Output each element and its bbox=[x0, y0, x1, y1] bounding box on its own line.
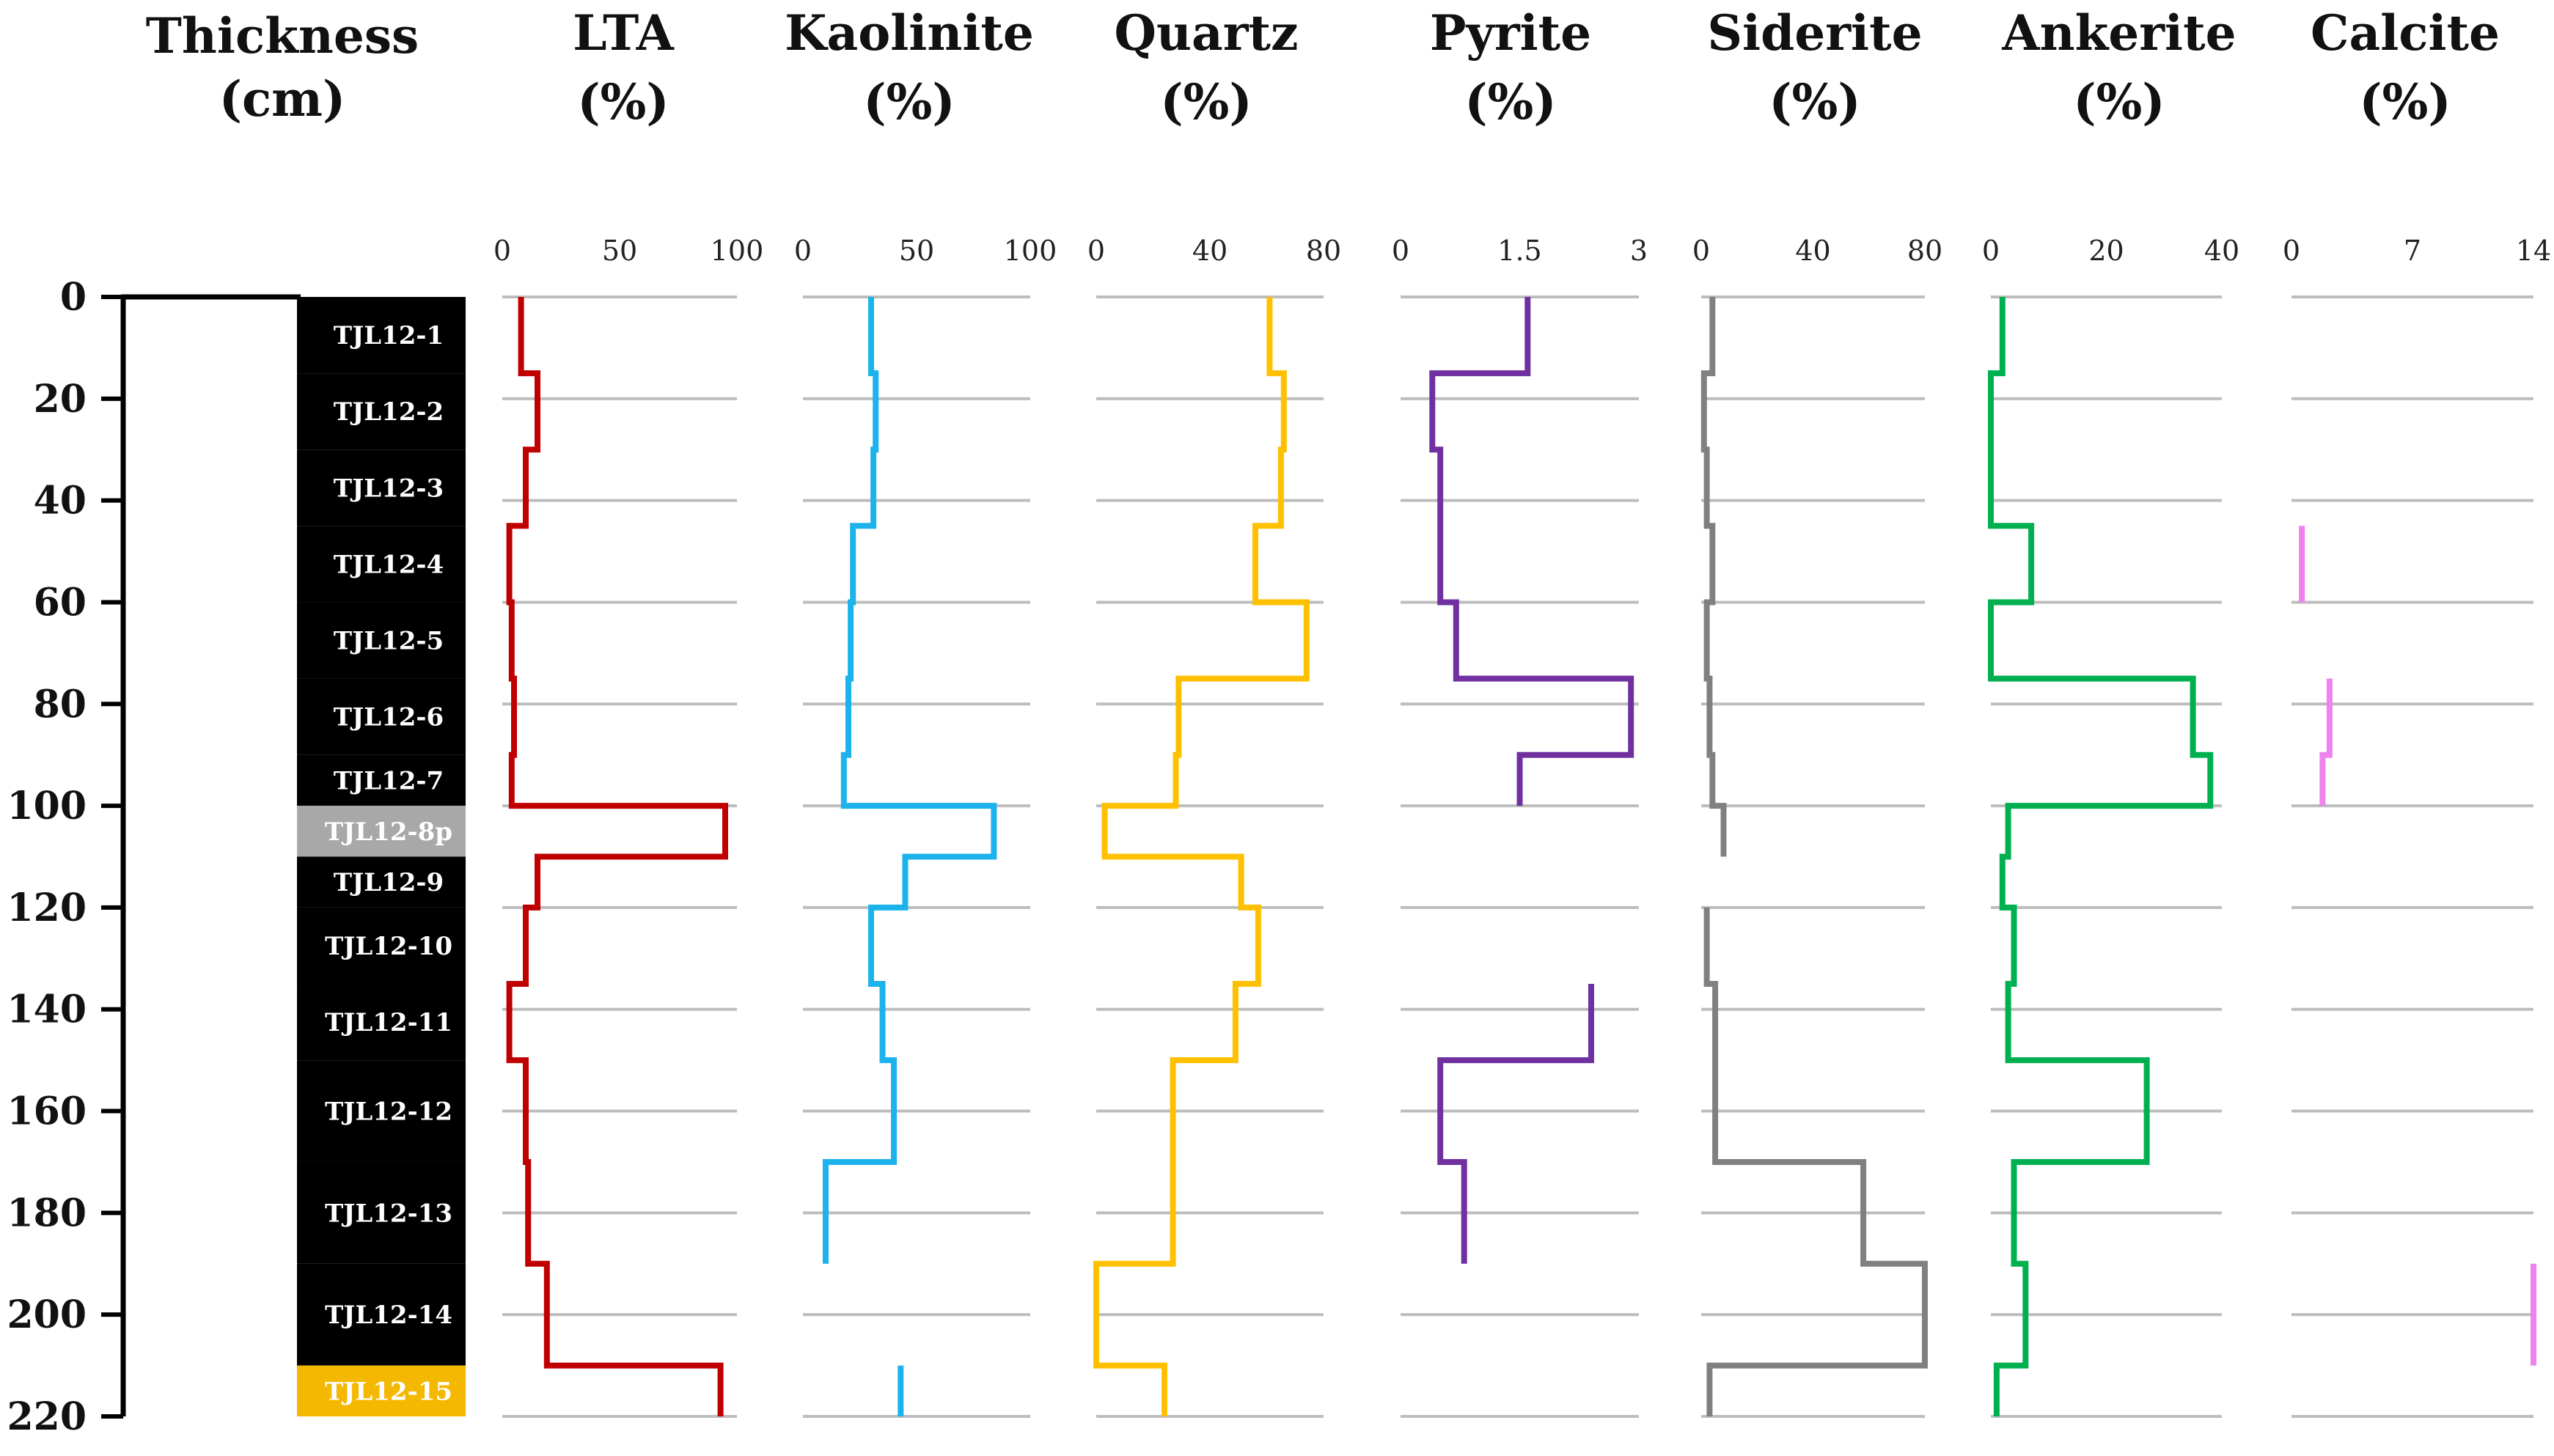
sample-block bbox=[297, 1365, 466, 1416]
siderite-profile-line bbox=[1703, 907, 1928, 1416]
quartz-tick-label: 40 bbox=[1192, 235, 1228, 267]
pyrite-profile-line bbox=[1437, 984, 1594, 1264]
sample-block bbox=[297, 1161, 466, 1264]
sample-label: TJL12-14 bbox=[325, 1301, 452, 1330]
sample-label: TJL12-5 bbox=[334, 627, 444, 656]
kaolinite-unit: (%) bbox=[863, 73, 955, 130]
pyrite-profile-line bbox=[1429, 297, 1634, 806]
pyrite-tick-label: 0 bbox=[1392, 235, 1409, 267]
calcite-tick-label: 14 bbox=[2516, 235, 2551, 267]
depth-axis-title-line2: (cm) bbox=[219, 70, 345, 128]
lta-tick-label: 100 bbox=[711, 235, 764, 267]
calcite-tick-label: 0 bbox=[2283, 235, 2300, 267]
calcite-title: Calcite bbox=[2311, 4, 2500, 62]
depth-tick-label: 220 bbox=[7, 1394, 87, 1439]
depth-axis-title-line1: Thickness bbox=[146, 7, 419, 65]
quartz-title: Quartz bbox=[1115, 4, 1299, 62]
kaolinite-tick-label: 100 bbox=[1004, 235, 1057, 267]
sample-block bbox=[297, 526, 466, 603]
ankerite-tick-label: 40 bbox=[2204, 235, 2239, 267]
kaolinite-tick-label: 50 bbox=[899, 235, 934, 267]
depth-tick-label: 40 bbox=[34, 479, 87, 523]
calcite-profile-line bbox=[2319, 678, 2333, 806]
sample-label: TJL12-1 bbox=[334, 321, 444, 350]
quartz-unit: (%) bbox=[1160, 73, 1252, 130]
sample-block bbox=[297, 1263, 466, 1366]
sample-label: TJL12-13 bbox=[325, 1199, 452, 1228]
lta-profile-line bbox=[506, 297, 728, 1416]
siderite-tick-label: 40 bbox=[1795, 235, 1830, 267]
sample-label: TJL12-6 bbox=[334, 703, 444, 732]
ankerite-profile-line bbox=[1988, 297, 2214, 1416]
sample-block bbox=[297, 449, 466, 526]
lta-tick-label: 50 bbox=[602, 235, 637, 267]
depth-tick-label: 200 bbox=[7, 1293, 87, 1337]
sample-block bbox=[297, 806, 466, 857]
pyrite-tick-label: 1.5 bbox=[1497, 235, 1541, 267]
depth-tick-label: 180 bbox=[7, 1191, 87, 1235]
depth-tick-label: 140 bbox=[7, 988, 87, 1032]
depth-tick-label: 160 bbox=[7, 1089, 87, 1134]
sample-label: TJL12-2 bbox=[334, 397, 444, 427]
lta-unit: (%) bbox=[577, 73, 669, 130]
quartz-tick-label: 80 bbox=[1306, 235, 1341, 267]
sample-label: TJL12-9 bbox=[334, 868, 444, 897]
sample-block bbox=[297, 754, 466, 806]
siderite-unit: (%) bbox=[1769, 73, 1860, 130]
siderite-profile-line bbox=[1700, 297, 1727, 857]
depth-tick-label: 0 bbox=[60, 275, 87, 320]
sample-block bbox=[297, 984, 466, 1061]
sample-label: TJL12-11 bbox=[325, 1008, 452, 1037]
sample-label: TJL12-8p bbox=[325, 817, 452, 847]
sample-label: TJL12-10 bbox=[325, 932, 452, 961]
sample-label: TJL12-12 bbox=[325, 1097, 452, 1127]
ankerite-tick-label: 20 bbox=[2088, 235, 2124, 267]
calcite-tick-label: 7 bbox=[2404, 235, 2421, 267]
quartz-tick-label: 0 bbox=[1087, 235, 1105, 267]
depth-tick-label: 120 bbox=[7, 886, 87, 930]
kaolinite-title: Kaolinite bbox=[785, 4, 1034, 62]
sample-block bbox=[297, 373, 466, 450]
depth-tick-label: 60 bbox=[34, 580, 87, 625]
siderite-title: Siderite bbox=[1707, 4, 1922, 62]
depth-tick-label: 80 bbox=[34, 682, 87, 727]
quartz-profile-line bbox=[1093, 297, 1310, 1416]
kaolinite-tick-label: 0 bbox=[794, 235, 812, 267]
sample-block bbox=[297, 297, 466, 374]
lta-title: LTA bbox=[573, 4, 675, 62]
ankerite-tick-label: 0 bbox=[1982, 235, 2000, 267]
siderite-tick-label: 0 bbox=[1692, 235, 1710, 267]
sample-block bbox=[297, 907, 466, 985]
sample-label: TJL12-15 bbox=[325, 1377, 452, 1406]
kaolinite-profile-line bbox=[823, 297, 997, 1264]
sample-label: TJL12-4 bbox=[334, 550, 444, 579]
calcite-unit: (%) bbox=[2359, 73, 2451, 130]
sample-block bbox=[297, 678, 466, 755]
sample-label: TJL12-3 bbox=[334, 474, 444, 503]
ankerite-title: Ankerite bbox=[2001, 4, 2236, 62]
sample-block bbox=[297, 1060, 466, 1162]
pyrite-unit: (%) bbox=[1464, 73, 1556, 130]
sample-label: TJL12-7 bbox=[334, 766, 444, 795]
pyrite-title: Pyrite bbox=[1430, 4, 1591, 62]
ankerite-unit: (%) bbox=[2073, 73, 2165, 130]
lta-tick-label: 0 bbox=[493, 235, 511, 267]
depth-tick-label: 100 bbox=[7, 784, 87, 828]
pyrite-tick-label: 3 bbox=[1630, 235, 1648, 267]
sample-block bbox=[297, 602, 466, 679]
siderite-tick-label: 80 bbox=[1907, 235, 1942, 267]
sample-block bbox=[297, 856, 466, 908]
depth-tick-label: 20 bbox=[34, 377, 87, 422]
